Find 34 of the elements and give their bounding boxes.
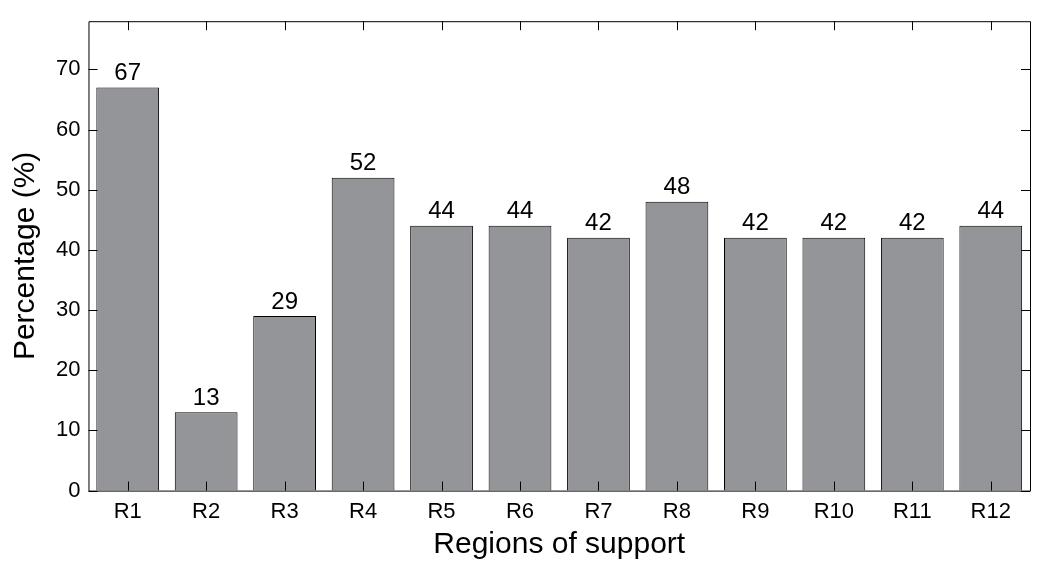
x-tick-label: R10 <box>813 497 855 523</box>
data-label: 44 <box>977 196 1005 224</box>
data-label: 29 <box>271 286 298 314</box>
data-label: 44 <box>428 196 455 224</box>
x-tick-label: R4 <box>349 497 378 523</box>
data-label: 67 <box>114 58 142 86</box>
data-label: 42 <box>898 208 926 236</box>
y-tick-label: 30 <box>55 296 81 322</box>
data-label: 13 <box>192 382 220 410</box>
data-label: 52 <box>349 148 377 176</box>
data-label: 48 <box>663 172 691 200</box>
x-tick-label: R7 <box>584 497 613 523</box>
x-tick-label: R11 <box>892 497 932 523</box>
x-axis-title: Regions of support <box>433 526 686 560</box>
y-tick-label: 40 <box>55 235 81 261</box>
data-label: 44 <box>506 196 534 224</box>
x-tick-label: R3 <box>270 497 299 523</box>
x-tick-label: R5 <box>427 497 456 523</box>
y-tick-label: 50 <box>55 175 81 201</box>
x-tick-label: R6 <box>505 497 535 523</box>
data-label: 42 <box>585 208 612 236</box>
x-tick-label: R9 <box>741 497 770 523</box>
y-tick-label: 0 <box>68 476 81 502</box>
y-tick-label: 70 <box>55 55 81 81</box>
data-label: 42 <box>742 208 769 236</box>
y-axis-title: Percentage (%) <box>7 151 41 361</box>
x-tick-label: R12 <box>970 497 1011 523</box>
data-label: 42 <box>820 208 848 236</box>
x-tick-label: R8 <box>662 497 691 523</box>
x-tick-label: R1 <box>113 497 142 523</box>
y-tick-label: 60 <box>55 115 81 141</box>
y-tick-label: 20 <box>55 356 81 382</box>
y-tick-label: 10 <box>55 416 81 442</box>
x-tick-label: R2 <box>192 497 221 523</box>
